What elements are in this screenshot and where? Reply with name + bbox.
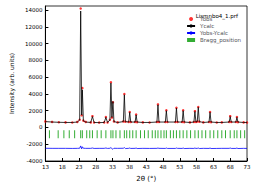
svg-text:73: 73 xyxy=(244,164,251,170)
svg-text:33: 33 xyxy=(109,164,116,170)
svg-text:-2000: -2000 xyxy=(26,141,42,147)
svg-text:Yobs-Ycalc: Yobs-Ycalc xyxy=(199,30,228,36)
svg-text:43: 43 xyxy=(143,164,150,170)
svg-text:13: 13 xyxy=(42,164,49,170)
svg-text:68: 68 xyxy=(227,164,234,170)
svg-text:48: 48 xyxy=(159,164,166,170)
svg-text:8000: 8000 xyxy=(28,57,42,63)
svg-text:38: 38 xyxy=(126,164,133,170)
svg-text:10000: 10000 xyxy=(25,41,43,47)
svg-text:4000: 4000 xyxy=(28,91,42,97)
svg-text:6000: 6000 xyxy=(28,74,42,80)
svg-text:14000: 14000 xyxy=(25,7,43,13)
svg-text:Lismnbo4_1.prf: Lismnbo4_1.prf xyxy=(196,13,239,20)
svg-text:53: 53 xyxy=(176,164,183,170)
svg-text:12000: 12000 xyxy=(25,24,43,30)
svg-text:58: 58 xyxy=(193,164,200,170)
svg-text:2000: 2000 xyxy=(28,108,42,114)
svg-text:-4000: -4000 xyxy=(26,158,42,164)
svg-text:2θ (°): 2θ (°) xyxy=(136,175,156,183)
svg-text:Yobs: Yobs xyxy=(200,16,213,22)
svg-text:Intensity (arb. units): Intensity (arb. units) xyxy=(8,53,16,114)
svg-text:28: 28 xyxy=(92,164,99,170)
svg-text:63: 63 xyxy=(210,164,217,170)
svg-text:Ycalc: Ycalc xyxy=(199,23,214,29)
svg-text:23: 23 xyxy=(75,164,82,170)
svg-text:Bragg_position: Bragg_position xyxy=(200,37,241,44)
svg-text:18: 18 xyxy=(59,164,66,170)
svg-text:0: 0 xyxy=(39,124,43,130)
